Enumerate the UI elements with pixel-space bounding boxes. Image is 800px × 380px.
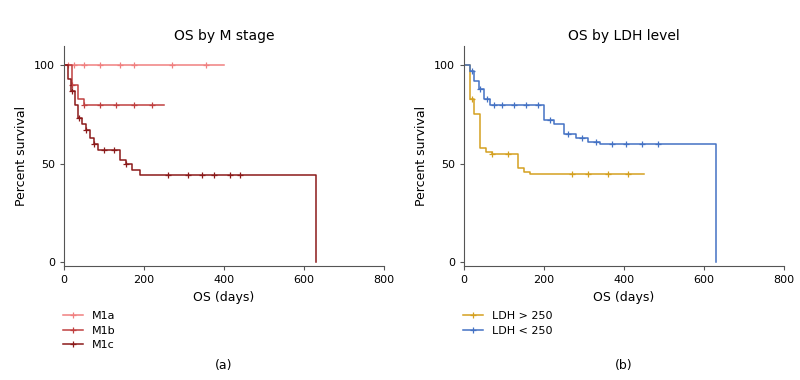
Text: (a): (a) [215, 359, 233, 372]
Y-axis label: Percent survival: Percent survival [415, 106, 429, 206]
Text: (b): (b) [615, 359, 633, 372]
Legend: LDH > 250, LDH < 250: LDH > 250, LDH < 250 [463, 311, 553, 336]
Legend: M1a, M1b, M1c: M1a, M1b, M1c [63, 311, 116, 350]
Title: OS by M stage: OS by M stage [174, 29, 274, 43]
X-axis label: OS (days): OS (days) [594, 291, 654, 304]
Y-axis label: Percent survival: Percent survival [15, 106, 29, 206]
Title: OS by LDH level: OS by LDH level [568, 29, 680, 43]
X-axis label: OS (days): OS (days) [194, 291, 254, 304]
